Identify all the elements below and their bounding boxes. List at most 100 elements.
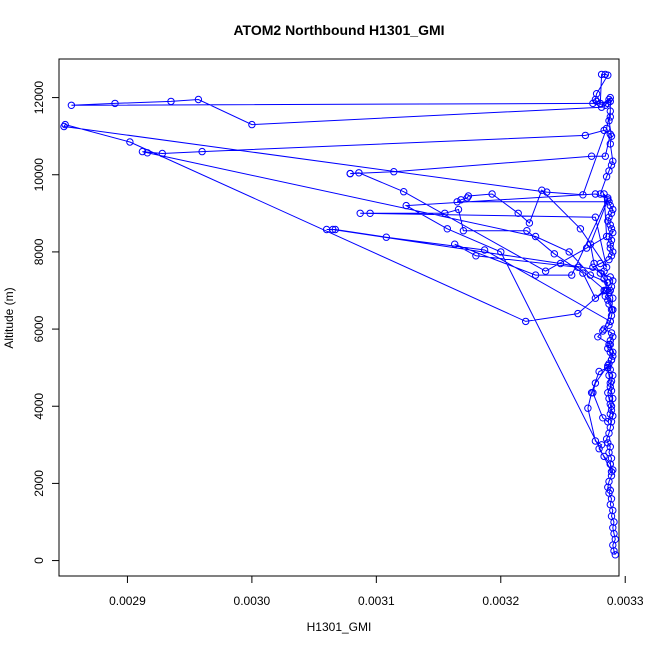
data-point [606,348,614,356]
data-point [606,460,614,468]
y-tick-label: 10000 [32,158,46,192]
data-point [609,277,617,285]
data-point [158,149,167,158]
data-point [600,275,608,283]
data-point [606,97,614,106]
data-point [600,325,608,333]
data-point [454,205,463,214]
data-point [126,138,134,146]
data-point [459,227,468,235]
y-axis: 0 2000 4000 6000 8000 10000 12000 [32,81,59,564]
y-tick-label: 2000 [32,470,46,497]
data-point [579,191,587,199]
data-point [604,194,612,202]
data-point [607,329,616,337]
data-point [600,286,608,295]
data-point [67,101,76,110]
data-point [457,196,465,204]
data-point [596,190,604,198]
y-tick-label: 0 [32,557,46,564]
data-point [606,107,614,115]
data-point [589,263,597,271]
data-point [609,394,617,403]
data-point [248,120,256,129]
data-point [597,441,606,449]
data-point [606,383,614,391]
data-point [600,267,608,275]
data-point [604,418,612,426]
data-point [355,169,363,177]
data-point [602,286,611,295]
data-point [611,551,619,559]
data-point [591,190,600,198]
data-point [605,232,613,241]
y-tick-label: 6000 [32,315,46,342]
data-point [480,246,489,254]
data-point [587,152,596,160]
data-point [607,209,616,218]
data-point [600,452,608,461]
data-point [595,445,603,453]
data-point [599,414,607,422]
data-point [591,379,600,387]
data-point [111,99,119,108]
x-tick-label: 0.0030 [234,594,271,608]
data-point [604,196,612,204]
data-point [600,190,608,198]
data-point [601,152,609,160]
data-point [606,130,614,138]
x-tick-label: 0.0031 [358,594,395,608]
data-point [604,344,612,353]
data-point [602,263,611,271]
data-point [599,327,607,335]
data-point [138,147,147,156]
data-point [606,140,614,148]
data-point [390,168,398,176]
series-0 [60,70,619,559]
data-point [607,387,616,395]
data-point [523,227,531,235]
data-point [382,233,390,241]
plot-frame [58,58,620,577]
data-point [606,317,614,326]
data-point [602,232,611,241]
data-point [604,296,612,304]
data-point [441,209,449,218]
data-point [543,188,551,196]
data-point [143,149,152,157]
data-point [61,120,69,129]
data-point [607,225,616,233]
data-point [605,213,613,221]
data-point [600,126,608,135]
data-point [565,248,573,256]
data-point [609,157,617,165]
data-point [591,294,600,302]
data-point [609,352,617,360]
data-point [605,198,613,206]
data-point [605,360,613,368]
data-point [605,95,613,104]
x-axis: 0.0029 0.0030 0.0031 0.0032 0.0033 [109,576,644,608]
x-axis-label: H1301_GMI [307,620,372,634]
data-point [606,240,614,248]
data-point [609,294,617,302]
data-point [402,201,410,210]
data-point [604,364,612,372]
data-point [591,437,600,445]
data-point [60,122,68,131]
data-point [329,225,337,234]
y-tick-label: 4000 [32,393,46,420]
data-point [331,225,339,234]
data-point [591,95,600,104]
data-point [604,362,612,370]
data-point [606,443,614,451]
x-tick-label: 0.0029 [109,594,146,608]
data-point [604,71,612,79]
data-point [609,205,617,214]
data-point [472,252,480,260]
data-point [604,217,612,225]
data-point [607,236,616,245]
data-point [607,468,616,476]
data-point [605,255,613,264]
